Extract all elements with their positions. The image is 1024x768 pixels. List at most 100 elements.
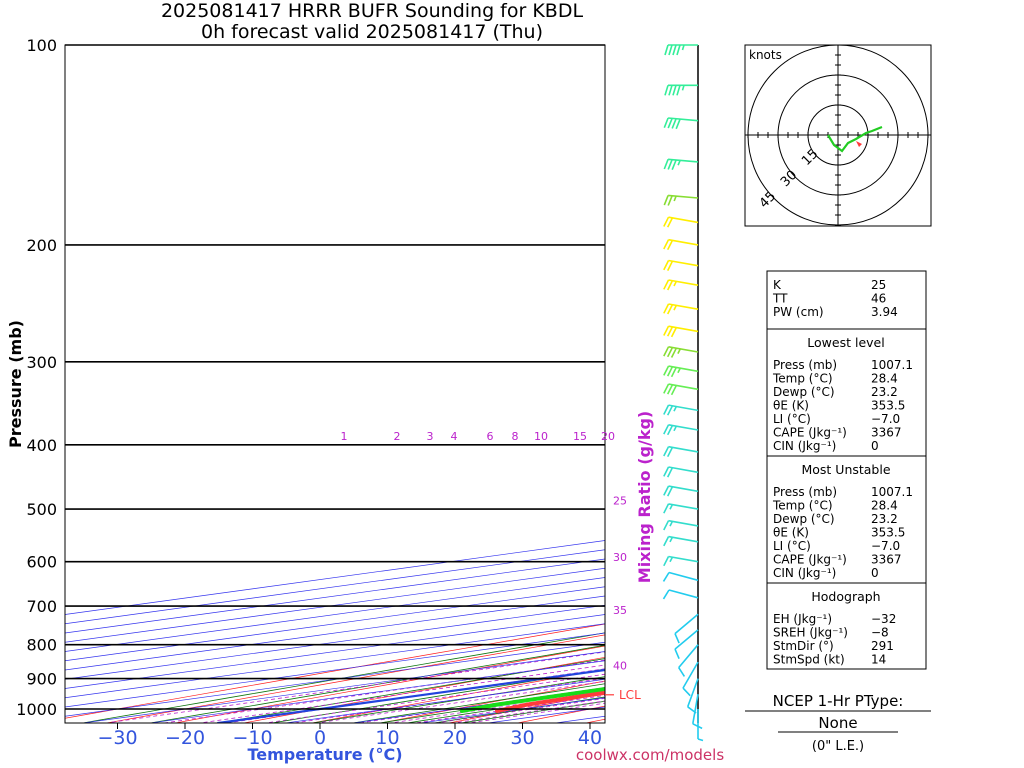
index-value: 1007.1	[871, 485, 913, 499]
dry-adiabat	[106, 634, 605, 723]
temp-tick-label: −20	[165, 727, 205, 749]
section-title: Hodograph	[811, 589, 880, 604]
lcl-label: LCL	[619, 688, 641, 702]
dry-adiabat	[65, 623, 605, 719]
isotherm	[65, 549, 605, 625]
chart-title-line2: 0h forecast valid 2025081417 (Thu)	[201, 21, 543, 43]
isotherm	[65, 604, 605, 680]
ptype-panel: NCEP 1-Hr PType: None (0" L.E.)	[745, 692, 931, 754]
mixing-ratio-tick-label: 25	[613, 494, 627, 507]
moist-adiabat	[460, 700, 605, 723]
pressure-tick-label: 800	[26, 636, 57, 655]
ptype-title: NCEP 1-Hr PType:	[773, 692, 904, 710]
index-value: 0	[871, 439, 879, 453]
mixing-ratio-tick-label: 15	[573, 430, 587, 443]
mixing-ratio-tick-label: 2	[394, 430, 401, 443]
index-value: 353.5	[871, 526, 905, 540]
index-value: −8	[871, 626, 889, 640]
wind-barb	[663, 555, 699, 567]
index-label: LI (°C)	[773, 539, 811, 553]
index-value: 1007.1	[871, 358, 913, 372]
pressure-tick-label: 600	[26, 553, 57, 572]
index-label: PW (cm)	[773, 305, 824, 319]
isotherm	[65, 540, 605, 615]
mixing-ratio-line	[414, 695, 605, 723]
wind-barb	[663, 485, 699, 497]
index-label: θE (K)	[773, 526, 809, 540]
mixing-ratio-line	[199, 664, 605, 723]
index-label: Dewp (°C)	[773, 512, 835, 526]
storm-motion-marker	[856, 141, 862, 147]
wind-barb	[663, 325, 699, 338]
index-label: θE (K)	[773, 399, 809, 413]
index-value: 3.94	[871, 305, 898, 319]
index-label: CAPE (Jkg⁻¹)	[773, 553, 847, 567]
index-value: 25	[871, 278, 886, 292]
index-label: Temp (°C)	[772, 372, 833, 386]
pressure-tick-label: 900	[26, 670, 57, 689]
y-axis-label: Pressure (mb)	[6, 320, 25, 448]
wind-barb	[663, 466, 699, 478]
mixing-ratio-tick-label: 6	[487, 430, 494, 443]
index-label: Temp (°C)	[772, 499, 833, 513]
wind-barb	[678, 644, 699, 677]
indices-frame	[766, 270, 927, 670]
hodograph-trace	[827, 125, 883, 153]
wind-barb	[674, 629, 699, 660]
chart-title-line1: 2025081417 HRRR BUFR Sounding for KBDL	[161, 0, 584, 22]
temp-tick-label: 20	[443, 727, 467, 749]
index-value: 28.4	[871, 499, 898, 513]
wind-barb	[663, 404, 699, 416]
moist-adiabat	[217, 658, 605, 723]
mixing-ratio-tick-label: 8	[512, 430, 519, 443]
index-label: StmSpd (kt)	[773, 653, 845, 667]
moist-adiabat	[379, 687, 605, 723]
temp-tick-label: 0	[314, 727, 326, 749]
wind-barb	[682, 661, 699, 697]
index-value: 3367	[871, 426, 902, 440]
isotherm	[419, 697, 605, 723]
ptype-value: None	[818, 714, 857, 732]
index-label: EH (Jkg⁻¹)	[773, 612, 832, 626]
wind-barb	[662, 589, 699, 600]
wind-barb	[663, 424, 699, 436]
pressure-tick-label: 200	[26, 236, 57, 255]
temp-tick-label: 10	[375, 727, 399, 749]
wind-barb	[697, 709, 704, 742]
wind-barb	[663, 117, 699, 130]
index-value: 46	[871, 292, 886, 306]
credit-text[interactable]: coolwx.com/models	[576, 746, 724, 764]
index-label: CIN (Jkg⁻¹)	[773, 439, 836, 453]
mixing-ratio-line	[468, 702, 605, 723]
temp-tick-label: 30	[510, 727, 534, 749]
temp-tick-label: 40	[578, 727, 602, 749]
index-value: −7.0	[871, 412, 900, 426]
dry-adiabat	[928, 45, 1024, 723]
wind-barb	[663, 279, 699, 291]
pressure-tick-label: 300	[26, 353, 57, 372]
skew-t-plot	[65, 44, 1024, 723]
index-value: −7.0	[871, 539, 900, 553]
wind-barb	[663, 383, 699, 396]
index-label: CIN (Jkg⁻¹)	[773, 566, 836, 580]
wind-barb	[663, 303, 699, 315]
index-label: Press (mb)	[773, 485, 837, 499]
moist-adiabat	[406, 692, 605, 723]
index-label: CAPE (Jkg⁻¹)	[773, 426, 847, 440]
mixing-ratio-label: Mixing Ratio (g/kg)	[635, 411, 654, 583]
pressure-tick-label: 1000	[16, 700, 57, 719]
mixing-ratio-line	[389, 691, 605, 723]
isotherm	[65, 586, 605, 662]
wind-barb	[663, 238, 699, 251]
index-label: Dewp (°C)	[773, 385, 835, 399]
wind-barb	[674, 613, 699, 644]
plot-frame	[64, 44, 606, 724]
ptype-sub: (0" L.E.)	[812, 739, 864, 754]
wind-barb	[663, 519, 699, 531]
wind-barb	[662, 571, 699, 582]
isotherm	[65, 567, 605, 643]
mixing-ratio-tick-label: 40	[613, 660, 627, 673]
wind-barb	[663, 365, 699, 378]
